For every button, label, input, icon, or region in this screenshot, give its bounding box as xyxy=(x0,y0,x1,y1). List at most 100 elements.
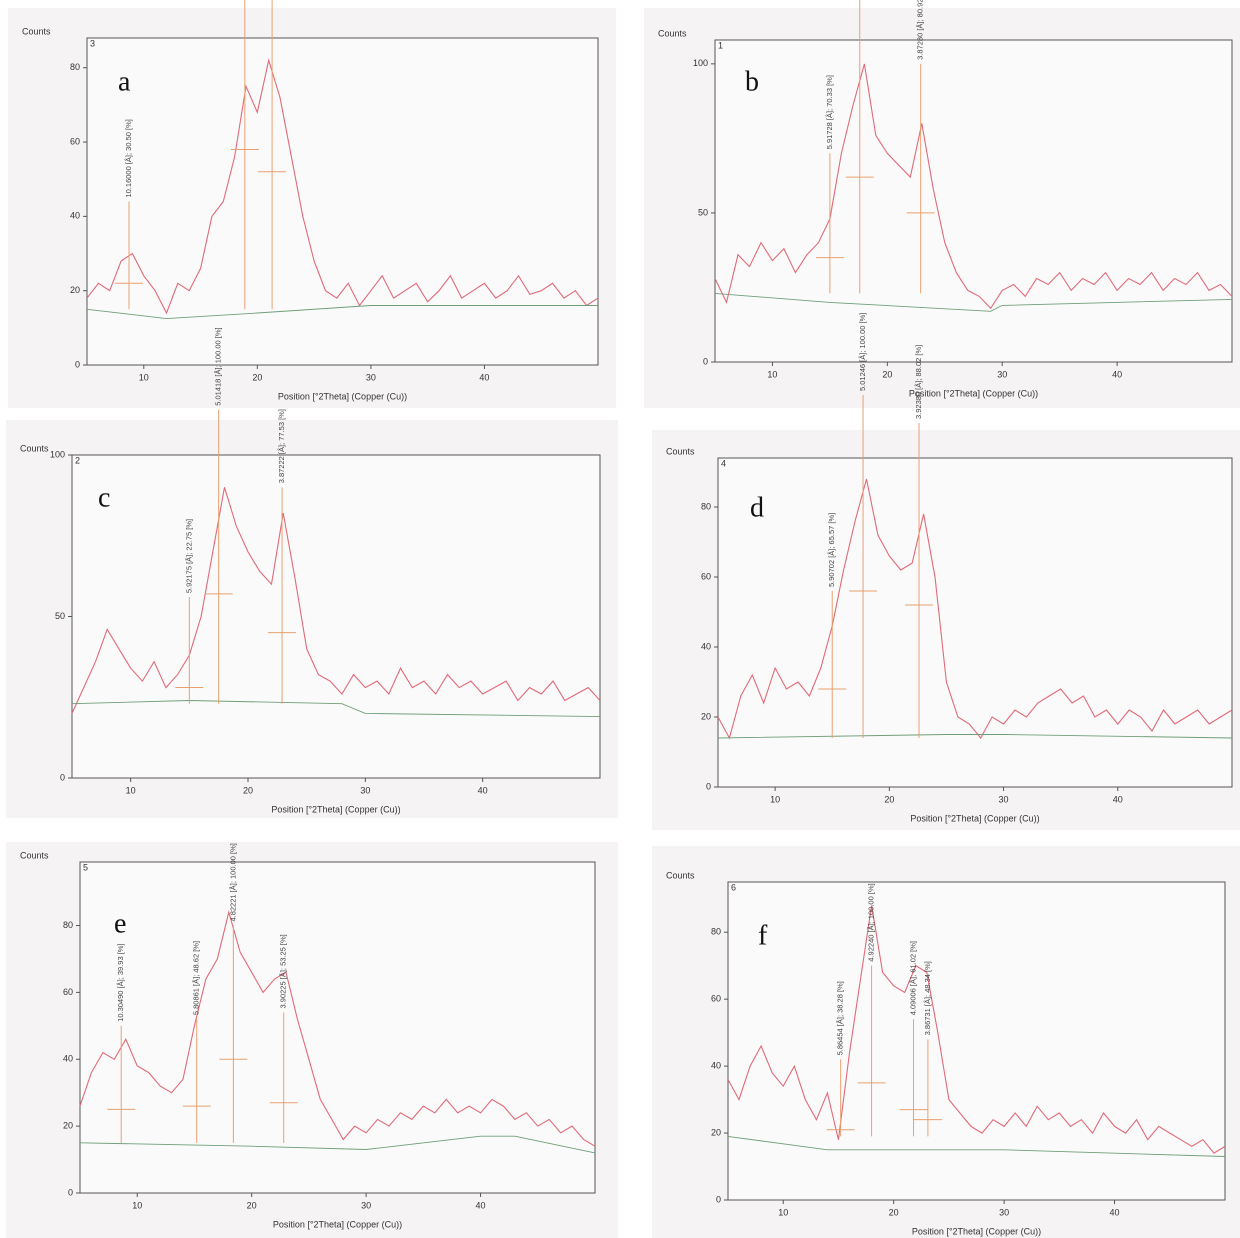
peak-label: 3.86731 [Å]; 48.34 [%] xyxy=(923,961,932,1035)
panel-letter: a xyxy=(118,66,131,97)
x-tick-label: 40 xyxy=(479,372,489,382)
plot-frame xyxy=(717,457,1233,788)
x-axis-label: Position [°2Theta] (Copper (Cu)) xyxy=(271,804,400,814)
x-tick-label: 30 xyxy=(361,1200,371,1210)
y-axis-label: Counts xyxy=(666,446,695,456)
peak-label: 5.01418 [Å]; 100.00 [%] xyxy=(214,327,223,405)
x-axis-label: Position [°2Theta] (Copper (Cu)) xyxy=(912,1226,1041,1236)
x-tick-label: 40 xyxy=(476,1200,486,1210)
x-tick-label: 40 xyxy=(1113,794,1123,804)
data-line xyxy=(717,478,1233,740)
panel-letter: e xyxy=(114,908,126,939)
x-tick-label: 10 xyxy=(778,1207,788,1217)
background-line xyxy=(727,1135,1226,1157)
peak-label: 10.16000 [Å]; 30.50 [%] xyxy=(124,119,133,197)
y-tick-label: 20 xyxy=(70,285,80,295)
y-axis-label: Counts xyxy=(666,870,695,880)
background-line xyxy=(71,700,601,718)
panel-number: 4 xyxy=(721,458,726,468)
panel-number: 5 xyxy=(83,862,88,872)
x-tick-label: 10 xyxy=(770,794,780,804)
x-tick-label: 20 xyxy=(882,369,892,379)
peak-label: 5.86454 [Å]; 38.28 [%] xyxy=(836,981,845,1055)
y-tick-label: 20 xyxy=(63,1121,73,1131)
y-tick-label: 0 xyxy=(706,781,711,791)
peak-label: 4.82221 [Å]; 100.00 [%] xyxy=(228,843,237,921)
peak-label: 3.87280 [Å]; 80.92 [%] xyxy=(916,0,925,60)
y-tick-label: 0 xyxy=(60,772,65,782)
plot-frame xyxy=(79,861,596,1194)
y-tick-label: 80 xyxy=(711,927,721,937)
y-tick-label: 0 xyxy=(75,359,80,369)
x-axis-label: Position [°2Theta] (Copper (Cu)) xyxy=(909,388,1038,398)
y-axis-label: Counts xyxy=(20,443,49,453)
y-tick-label: 80 xyxy=(63,920,73,930)
x-tick-label: 10 xyxy=(132,1200,142,1210)
data-line xyxy=(79,910,596,1147)
y-tick-label: 40 xyxy=(70,211,80,221)
peak-label: 3.90225 [Å]; 53.25 [%] xyxy=(279,934,288,1008)
y-tick-label: 0 xyxy=(68,1187,73,1197)
peak-label: 5.91728 [Å]; 70.33 [%] xyxy=(825,75,834,149)
x-tick-label: 30 xyxy=(997,369,1007,379)
y-tick-label: 20 xyxy=(701,711,711,721)
panel-letter: b xyxy=(745,66,759,97)
y-tick-label: 50 xyxy=(698,207,708,217)
plot-frame xyxy=(86,37,599,366)
panel-letter: c xyxy=(98,482,110,513)
x-axis-label: Position [°2Theta] (Copper (Cu)) xyxy=(278,391,407,401)
y-axis-label: Counts xyxy=(20,850,49,860)
peak-label: 5.90702 [Å]; 65.57 [%] xyxy=(827,513,836,587)
data-line xyxy=(714,63,1233,310)
x-tick-label: 30 xyxy=(999,1207,1009,1217)
x-tick-label: 20 xyxy=(884,794,894,804)
data-line xyxy=(86,58,599,315)
y-tick-label: 40 xyxy=(711,1060,721,1070)
panel-number: 1 xyxy=(718,40,723,50)
panel-number: 6 xyxy=(731,882,736,892)
peak-label: 4.09006 [Å]; 61.02 [%] xyxy=(909,941,918,1015)
x-tick-label: 10 xyxy=(139,372,149,382)
peak-label: 3.87222 [Å]; 77.53 [%] xyxy=(277,409,286,483)
peak-label: 5.01246 [Å]; 100.00 [%] xyxy=(858,313,867,391)
data-line xyxy=(727,905,1226,1154)
y-tick-label: 40 xyxy=(701,641,711,651)
y-tick-label: 40 xyxy=(63,1054,73,1064)
x-axis-label: Position [°2Theta] (Copper (Cu)) xyxy=(910,813,1039,823)
y-tick-label: 60 xyxy=(711,994,721,1004)
peak-label: 4.92240 [Å]; 100.00 [%] xyxy=(867,883,876,961)
x-tick-label: 10 xyxy=(767,369,777,379)
peak-label: 3.92380 [Å]; 88.02 [%] xyxy=(914,345,923,419)
plot-frame xyxy=(71,454,601,779)
y-tick-label: 60 xyxy=(63,987,73,997)
x-tick-label: 30 xyxy=(366,372,376,382)
peak-label: 5.80861 [Å]; 48.62 [%] xyxy=(192,941,201,1015)
panel-letter: f xyxy=(758,920,768,951)
x-tick-label: 40 xyxy=(478,785,488,795)
x-tick-label: 20 xyxy=(889,1207,899,1217)
peak-label: 5.92175 [Å]; 22.75 [%] xyxy=(184,519,193,593)
plot-frame xyxy=(727,881,1226,1201)
x-tick-label: 40 xyxy=(1110,1207,1120,1217)
plot-frame xyxy=(714,39,1233,363)
x-tick-label: 10 xyxy=(126,785,136,795)
x-tick-label: 30 xyxy=(360,785,370,795)
x-tick-label: 40 xyxy=(1112,369,1122,379)
panel-letter: d xyxy=(750,492,764,523)
y-axis-label: Counts xyxy=(658,28,687,38)
y-tick-label: 20 xyxy=(711,1127,721,1137)
background-line xyxy=(86,305,598,320)
y-tick-label: 60 xyxy=(701,571,711,581)
x-tick-label: 20 xyxy=(252,372,262,382)
x-tick-label: 20 xyxy=(243,785,253,795)
x-tick-label: 30 xyxy=(999,794,1009,804)
y-tick-label: 60 xyxy=(70,136,80,146)
x-axis-label: Position [°2Theta] (Copper (Cu)) xyxy=(273,1219,402,1229)
y-tick-label: 80 xyxy=(70,62,80,72)
x-tick-label: 20 xyxy=(247,1200,257,1210)
y-tick-label: 50 xyxy=(55,611,65,621)
panel-number: 3 xyxy=(90,38,95,48)
panel-number: 2 xyxy=(75,455,80,465)
y-tick-label: 0 xyxy=(716,1194,721,1204)
